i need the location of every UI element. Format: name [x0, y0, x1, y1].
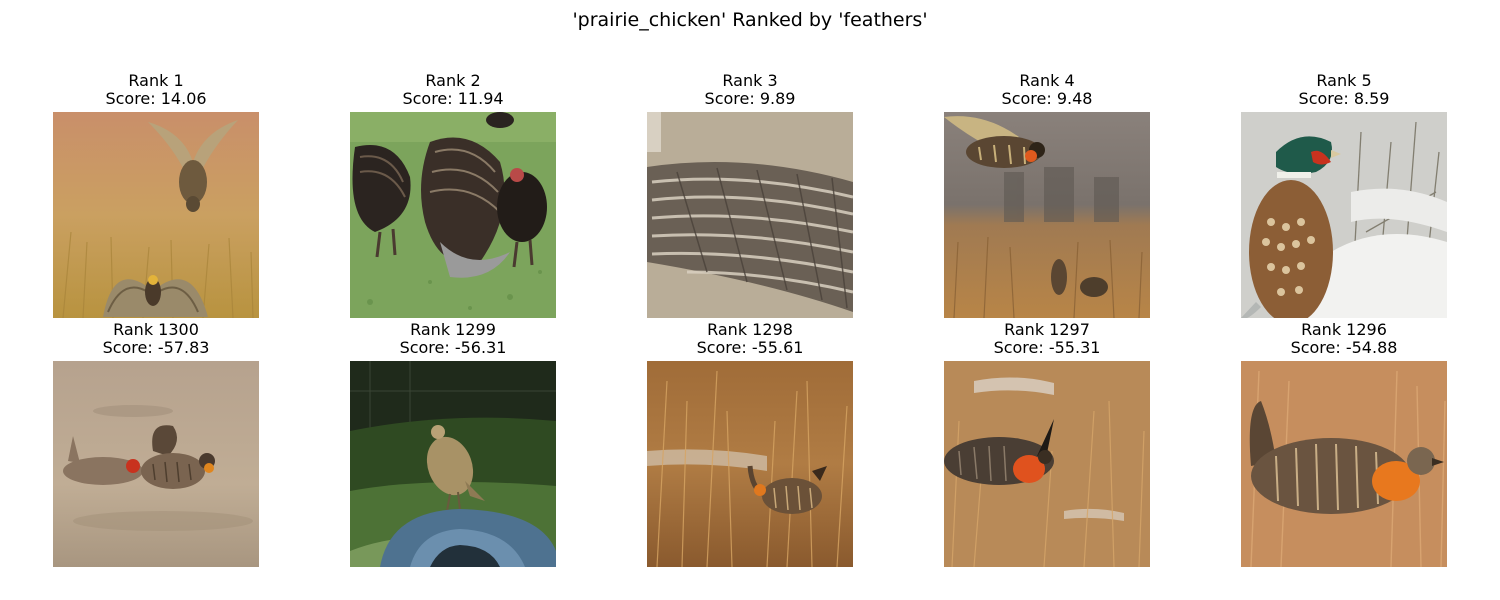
result-caption: Rank 2 Score: 11.94	[300, 72, 606, 108]
result-thumbnail	[350, 361, 556, 567]
rank-label: Rank 2	[425, 71, 481, 90]
rank-label: Rank 4	[1019, 71, 1075, 90]
result-caption: Rank 1 Score: 14.06	[3, 72, 309, 108]
result-thumbnail	[944, 361, 1150, 567]
rank-label: Rank 1	[128, 71, 184, 90]
rank-label: Rank 1300	[113, 320, 199, 339]
score-label: Score: -54.88	[1290, 338, 1398, 357]
result-thumbnail	[647, 361, 853, 567]
result-caption: Rank 1297 Score: -55.31	[894, 321, 1200, 357]
score-label: Score: 8.59	[1298, 89, 1390, 108]
rank-label: Rank 1298	[707, 320, 793, 339]
result-thumbnail	[53, 361, 259, 567]
score-label: Score: -57.83	[102, 338, 210, 357]
result-thumbnail	[1241, 361, 1447, 567]
score-label: Score: 9.48	[1001, 89, 1093, 108]
result-caption: Rank 5 Score: 8.59	[1191, 72, 1497, 108]
result-thumbnail	[1241, 112, 1447, 318]
result-thumbnail	[53, 112, 259, 318]
figure-title: 'prairie_chicken' Ranked by 'feathers'	[572, 9, 928, 31]
rank-label: Rank 3	[722, 71, 778, 90]
result-caption: Rank 1298 Score: -55.61	[597, 321, 903, 357]
score-label: Score: 9.89	[704, 89, 796, 108]
result-caption: Rank 4 Score: 9.48	[894, 72, 1200, 108]
score-label: Score: -56.31	[399, 338, 507, 357]
result-thumbnail	[944, 112, 1150, 318]
score-label: Score: 14.06	[105, 89, 207, 108]
result-caption: Rank 1296 Score: -54.88	[1191, 321, 1497, 357]
rank-label: Rank 1299	[410, 320, 496, 339]
result-caption: Rank 3 Score: 9.89	[597, 72, 903, 108]
result-caption: Rank 1300 Score: -57.83	[3, 321, 309, 357]
score-label: Score: 11.94	[402, 89, 504, 108]
rank-label: Rank 1297	[1004, 320, 1090, 339]
rank-label: Rank 1296	[1301, 320, 1387, 339]
score-label: Score: -55.61	[696, 338, 804, 357]
score-label: Score: -55.31	[993, 338, 1101, 357]
rank-label: Rank 5	[1316, 71, 1372, 90]
result-caption: Rank 1299 Score: -56.31	[300, 321, 606, 357]
result-thumbnail	[350, 112, 556, 318]
result-thumbnail	[647, 112, 853, 318]
